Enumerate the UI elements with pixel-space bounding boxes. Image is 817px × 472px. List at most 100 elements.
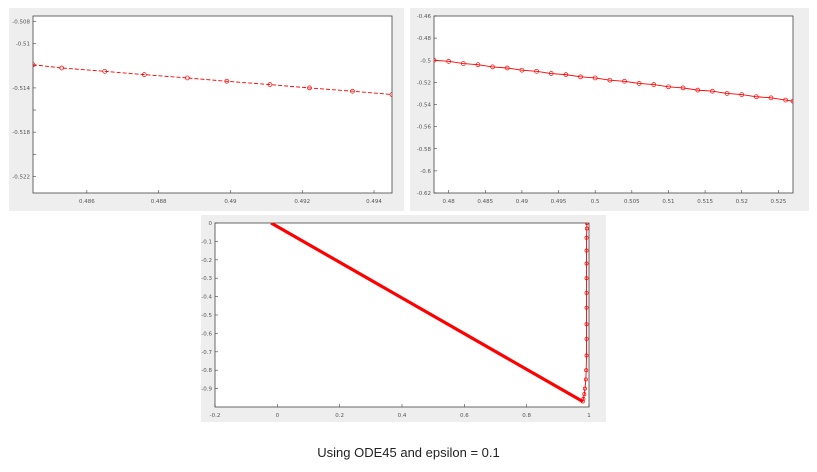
data-point: [739, 92, 745, 97]
y-tick-label: -0.56: [417, 125, 432, 131]
y-tick-label: -0.6: [420, 169, 431, 175]
data-point: [102, 68, 108, 74]
x-tick-label: 0.494: [366, 199, 382, 205]
data-point: [783, 97, 789, 103]
chart-panel-top-right: 0.48 0.485 0.49 0.495 0.5 0.505 0.51 0.515 0.52 0…: [410, 8, 809, 211]
data-point: [607, 77, 613, 83]
x-tick-label: 0: [276, 413, 280, 419]
y-tick-label: -0.3: [201, 276, 212, 282]
data-point: [581, 396, 586, 401]
figure-caption: Using ODE45 and epsilon = 0.1: [317, 445, 500, 460]
y-tick-label: -0.62: [417, 191, 431, 197]
data-point: [666, 84, 671, 90]
y-tick-label: -0.54: [417, 103, 432, 109]
data-point: [724, 91, 730, 96]
chart-top-left: 0.486 0.488 0.49 0.492 0.494 -0.522 -0.518 -0.5…: [12, 15, 393, 205]
data-point: [584, 368, 589, 373]
series-line: [33, 64, 392, 95]
data-point: [584, 276, 589, 281]
data-point: [582, 392, 587, 397]
x-tick-label: -0.2: [210, 413, 221, 419]
data-point: [768, 95, 774, 101]
plot-area: [214, 222, 590, 408]
data-point: [584, 290, 589, 295]
x-tick-label: 0.5: [591, 199, 600, 205]
chart-bottom: -0.2 0 0.2 0.4 0.6 0.8 1 0 -0.1 -0.2 -0.3 -0.4 -0.5 -…: [201, 221, 591, 419]
data-point: [59, 65, 65, 71]
y-tick-label: -0.2: [201, 258, 212, 264]
data-point: [534, 68, 539, 74]
series-group: [270, 223, 589, 404]
y-tick-label: 0: [209, 221, 213, 227]
data-point: [307, 85, 312, 91]
data-point: [504, 65, 510, 71]
x-tick-label: 0.51: [662, 199, 674, 205]
data-point: [267, 82, 273, 87]
x-tick-label: 0.2: [335, 413, 344, 419]
x-tick-label: 0.49: [516, 199, 529, 205]
y-tick-label: -0.4: [201, 295, 212, 301]
data-point: [490, 64, 495, 70]
series-group: [33, 62, 392, 97]
data-point: [582, 386, 587, 391]
series-group: [434, 57, 793, 104]
data-point: [460, 61, 466, 66]
data-point: [578, 74, 583, 80]
series-line: [434, 59, 793, 102]
data-point: [622, 78, 627, 84]
data-point: [185, 75, 190, 81]
data-point: [680, 85, 686, 91]
y-tick-label: -0.48: [417, 36, 432, 42]
data-point: [584, 226, 589, 231]
y-tick-label: -0.58: [417, 147, 432, 153]
data-point: [584, 353, 589, 358]
data-point: [584, 223, 589, 225]
x-tick-label: 0.52: [736, 199, 748, 205]
x-tick-label: 0.485: [477, 199, 493, 205]
y-tick-label: -0.518: [12, 130, 30, 136]
data-point: [33, 62, 36, 68]
y-tick-label: -0.5: [420, 58, 431, 64]
x-tick-label: 0.525: [770, 199, 786, 205]
plot-area: [433, 15, 794, 194]
data-point: [584, 336, 589, 341]
x-tick-label: 0.515: [697, 199, 713, 205]
x-tick-label: 0.495: [551, 199, 567, 205]
x-tick-label: 0.492: [294, 199, 310, 205]
plot-area: [32, 15, 393, 194]
data-point: [584, 261, 589, 266]
data-point: [790, 98, 793, 104]
x-tick-label: 0.505: [624, 199, 640, 205]
y-tick-label: -0.1: [201, 239, 212, 245]
data-point: [710, 88, 715, 94]
y-tick-label: -0.9: [201, 387, 212, 393]
y-tick-label: -0.5: [201, 313, 212, 319]
x-tick-label: 0.488: [151, 199, 167, 205]
series-line: [270, 223, 584, 403]
data-point: [583, 377, 588, 382]
data-point: [446, 59, 452, 64]
y-tick-label: -0.522: [12, 174, 30, 180]
chart-panel-bottom: -0.2 0 0.2 0.4 0.6 0.8 1 0 -0.1 -0.2 -0.3 -0.4 -0.5 -…: [201, 215, 606, 422]
data-point: [563, 72, 569, 77]
y-tick-label: -0.508: [12, 20, 30, 26]
data-point: [141, 72, 147, 77]
data-point: [584, 305, 589, 310]
data-point: [584, 322, 589, 327]
y-tick-label: -0.8: [201, 368, 212, 374]
data-point: [584, 248, 589, 253]
data-point: [434, 57, 437, 63]
data-point: [519, 67, 525, 73]
x-tick-label: 0.8: [522, 413, 531, 419]
x-tick-label: 1: [587, 413, 591, 419]
y-tick-label: -0.46: [417, 14, 432, 20]
y-tick-label: -0.6: [201, 331, 212, 337]
x-tick-label: 0.486: [79, 199, 95, 205]
x-tick-label: 0.4: [398, 413, 407, 419]
y-tick-label: -0.51: [16, 42, 30, 48]
data-point: [636, 81, 642, 86]
y-tick-label: -0.7: [201, 350, 212, 356]
data-point: [651, 82, 657, 87]
data-point: [350, 88, 355, 94]
y-tick-label: -0.514: [12, 86, 30, 92]
